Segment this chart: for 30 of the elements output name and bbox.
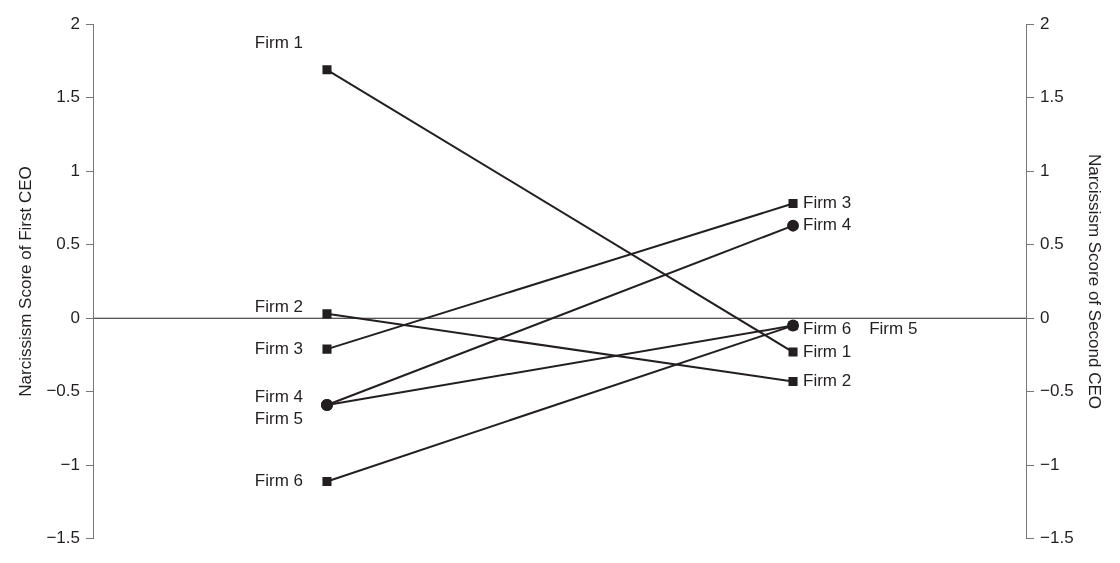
text: Firm 3 bbox=[254, 338, 303, 358]
text: Firm 2 bbox=[254, 296, 303, 316]
series-label: Firm 2 bbox=[803, 371, 852, 391]
y-tick-label: 1.5 bbox=[56, 87, 80, 107]
text: Firm 5 bbox=[869, 318, 918, 338]
y-tick-label: 0 bbox=[70, 307, 80, 327]
y2-tick-label: −1 bbox=[1040, 454, 1060, 474]
y2-tick-label: 2 bbox=[1040, 13, 1050, 33]
y-axis-title: Narcissism Score of First CEO bbox=[15, 166, 35, 397]
y-tick-label: 2 bbox=[70, 13, 80, 33]
series-label: Firm 4 bbox=[803, 215, 852, 235]
y-tick-label: −1.5 bbox=[46, 528, 80, 548]
series-label: Firm 5 bbox=[254, 408, 303, 428]
y2-tick-label: 1.5 bbox=[1040, 87, 1064, 107]
y-tick-label: −0.5 bbox=[46, 381, 80, 401]
series-label: Firm 6 bbox=[803, 318, 852, 338]
y2-tick-label: 0 bbox=[1040, 307, 1050, 327]
y2-tick-label: 0.5 bbox=[1040, 234, 1064, 254]
y2-tick-label: −0.5 bbox=[1040, 381, 1074, 401]
text: Firm 4 bbox=[254, 386, 303, 406]
text: Firm 6 bbox=[254, 471, 303, 491]
y-tick-label: −1 bbox=[60, 454, 80, 474]
y2-axis-title: Narcissism Score of Second CEO bbox=[1085, 153, 1105, 410]
y2-tick-label: 1 bbox=[1040, 160, 1050, 180]
y2-tick-label: −1.5 bbox=[1040, 528, 1074, 548]
series-label: Firm 1 bbox=[803, 341, 852, 361]
series-label: Firm 3 bbox=[803, 193, 852, 213]
y-tick-label: 1 bbox=[70, 160, 80, 180]
text: Firm 1 bbox=[254, 33, 303, 53]
y-tick-label: 0.5 bbox=[56, 234, 80, 254]
